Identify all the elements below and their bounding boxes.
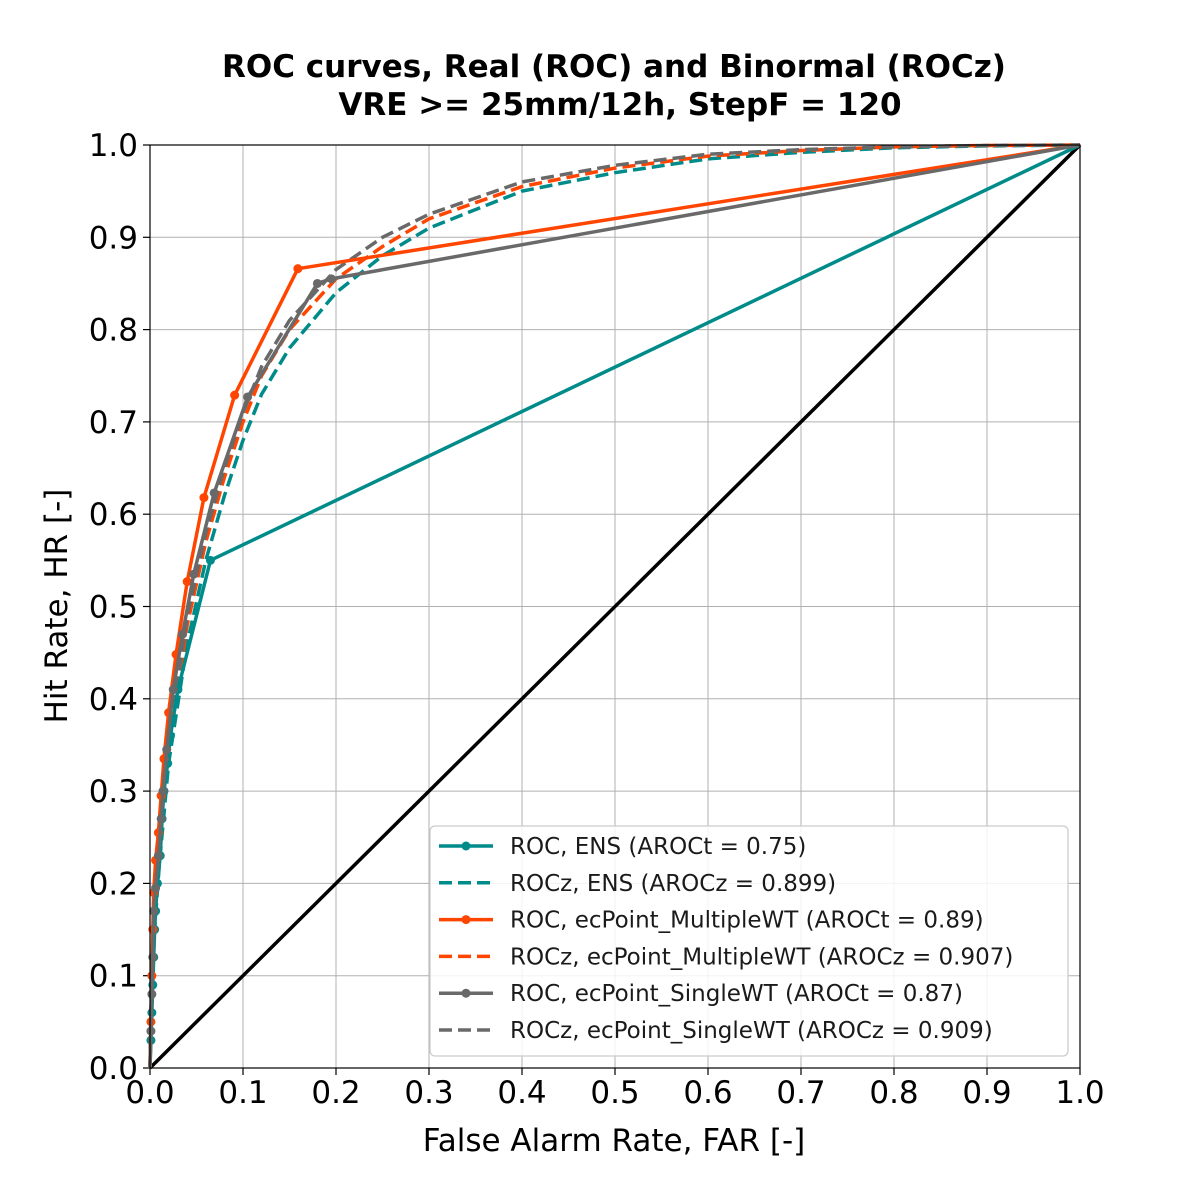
x-axis-label: False Alarm Rate, FAR [-] xyxy=(423,1123,806,1159)
data-point xyxy=(326,274,336,284)
y-tick-label: 1.0 xyxy=(89,128,138,164)
legend-box xyxy=(429,825,1069,1057)
data-point xyxy=(293,264,303,274)
series-line xyxy=(148,143,1081,1069)
data-point xyxy=(178,629,188,639)
x-tick-label: 0.6 xyxy=(683,1075,732,1111)
legend-label: ROCz, ecPoint_MultipleWT (AROCz = 0.907) xyxy=(510,944,1013,970)
x-tick-label: 0.9 xyxy=(962,1075,1011,1111)
data-point xyxy=(312,278,322,288)
y-tick-label: 0.3 xyxy=(89,774,138,810)
x-tick-label: 0.8 xyxy=(869,1075,918,1111)
legend-label: ROC, ecPoint_SingleWT (AROCt = 0.87) xyxy=(510,981,963,1007)
data-point xyxy=(243,392,253,402)
data-point xyxy=(147,989,157,999)
chance-diagonal-line xyxy=(148,143,1082,1070)
data-point xyxy=(153,851,163,861)
data-point xyxy=(199,493,209,503)
legend-label: ROC, ENS (AROCt = 0.75) xyxy=(510,834,806,860)
plot-frame xyxy=(149,144,1081,1069)
y-tick-label: 0.0 xyxy=(89,1051,138,1087)
data-point xyxy=(182,577,192,587)
x-tick-label: 0.3 xyxy=(404,1075,453,1111)
series-line xyxy=(148,143,1081,1069)
data-point xyxy=(158,786,168,796)
y-tick-label: 0.2 xyxy=(89,866,138,902)
series-5 xyxy=(148,143,1081,1069)
y-tick-label: 0.7 xyxy=(89,405,138,441)
x-tick-label: 0.0 xyxy=(125,1075,174,1111)
y-tick-label: 0.4 xyxy=(89,682,138,718)
data-point xyxy=(189,569,199,579)
y-tick-label: 0.6 xyxy=(89,497,138,533)
data-point xyxy=(209,488,219,498)
y-tick-label: 0.9 xyxy=(89,220,138,256)
data-point xyxy=(162,745,172,755)
x-tick-label: 0.7 xyxy=(776,1075,825,1111)
x-tick-label: 0.5 xyxy=(590,1075,639,1111)
data-point xyxy=(151,883,161,893)
plot-series xyxy=(146,143,1081,1069)
legend-marker xyxy=(461,915,471,925)
data-point xyxy=(230,390,240,400)
data-point xyxy=(149,906,159,916)
legend-label: ROC, ecPoint_MultipleWT (AROCt = 0.89) xyxy=(510,908,984,934)
chart-title-line-1: ROC curves, Real (ROC) and Binormal (ROC… xyxy=(222,49,1006,85)
data-point xyxy=(168,685,178,695)
legend: ROC, ENS (AROCt = 0.75) ROCz, ENS (AROCz … xyxy=(429,825,1069,1057)
legend-marker xyxy=(461,988,471,998)
y-tick-label: 0.1 xyxy=(89,959,138,995)
x-tick-label: 0.4 xyxy=(497,1075,546,1111)
x-tick-label: 0.1 xyxy=(218,1075,267,1111)
y-tick-label: 0.5 xyxy=(89,590,138,626)
data-point xyxy=(146,1026,156,1036)
legend-label: ROCz, ENS (AROCz = 0.899) xyxy=(510,871,836,897)
x-tick-label: 1.0 xyxy=(1055,1075,1104,1111)
legend-marker xyxy=(461,841,471,851)
axis-ticks: 0.0 0.1 0.2 0.3 0.4 0.5 0.6 0.7 0.8 0.9 1.0 0.0 0.1 0… xyxy=(89,128,1105,1111)
data-point xyxy=(205,555,215,565)
x-tick-label: 0.2 xyxy=(311,1075,360,1111)
y-tick-label: 0.8 xyxy=(89,313,138,349)
data-point xyxy=(156,814,166,824)
series-line xyxy=(148,143,1081,1069)
y-axis-label: Hit Rate, HR [-] xyxy=(39,489,75,724)
series-1 xyxy=(148,143,1081,1069)
legend-label: ROCz, ecPoint_SingleWT (AROCz = 0.909) xyxy=(510,1018,993,1044)
chart-title-line-2: VRE >= 25mm/12h, StepF = 120 xyxy=(338,87,901,123)
